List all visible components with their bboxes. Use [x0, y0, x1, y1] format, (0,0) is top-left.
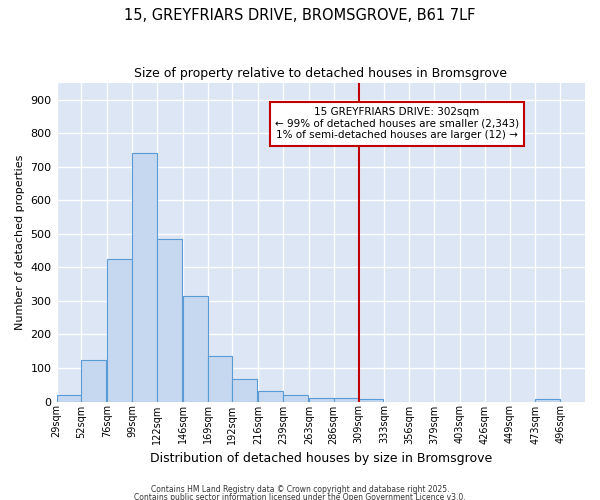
Text: Contains HM Land Registry data © Crown copyright and database right 2025.: Contains HM Land Registry data © Crown c… [151, 486, 449, 494]
X-axis label: Distribution of detached houses by size in Bromsgrove: Distribution of detached houses by size … [149, 452, 492, 465]
Y-axis label: Number of detached properties: Number of detached properties [15, 154, 25, 330]
Bar [56, 395, 82, 402]
Bar [107, 259, 132, 402]
Bar [359, 399, 383, 402]
Bar [157, 239, 182, 402]
Bar [334, 398, 359, 402]
Bar [183, 296, 208, 402]
Text: 15 GREYFRIARS DRIVE: 302sqm
← 99% of detached houses are smaller (2,343)
1% of s: 15 GREYFRIARS DRIVE: 302sqm ← 99% of det… [275, 107, 519, 140]
Title: Size of property relative to detached houses in Bromsgrove: Size of property relative to detached ho… [134, 68, 507, 80]
Text: 15, GREYFRIARS DRIVE, BROMSGROVE, B61 7LF: 15, GREYFRIARS DRIVE, BROMSGROVE, B61 7L… [124, 8, 476, 22]
Bar [82, 360, 106, 402]
Bar [132, 154, 157, 402]
Bar [232, 378, 257, 402]
Text: Contains public sector information licensed under the Open Government Licence v3: Contains public sector information licen… [134, 492, 466, 500]
Bar [535, 399, 560, 402]
Bar [258, 392, 283, 402]
Bar [283, 395, 308, 402]
Bar [309, 398, 334, 402]
Bar [208, 356, 232, 402]
